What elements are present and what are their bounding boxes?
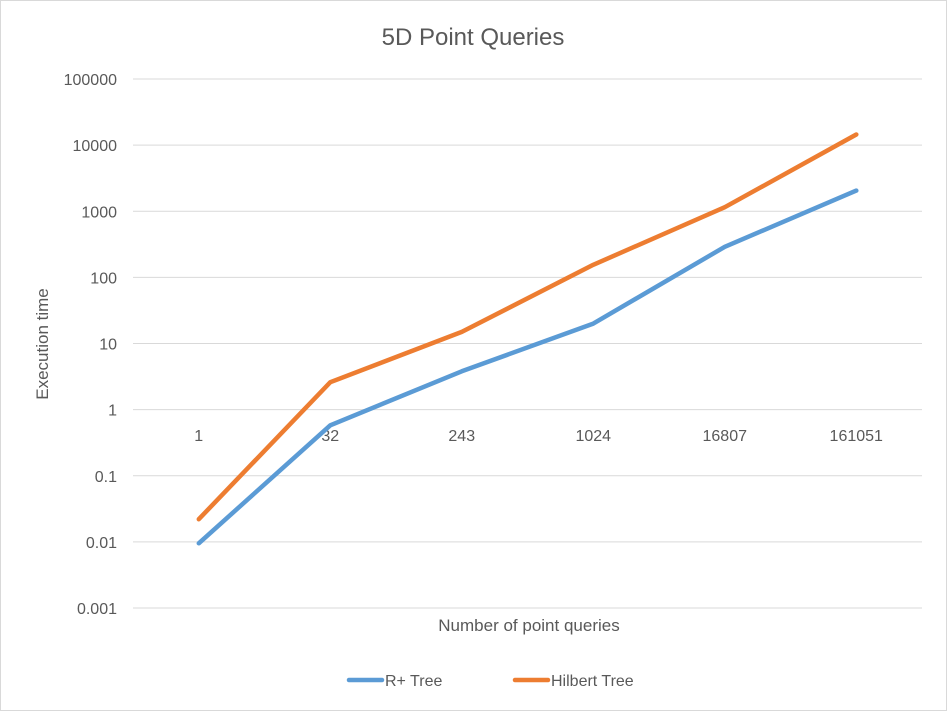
y-tick-label: 1: [108, 403, 117, 420]
gridlines: [133, 78, 922, 609]
x-tick-label: 1: [194, 428, 203, 445]
legend: R+ Tree Hilbert Tree: [346, 673, 634, 690]
y-tick-label: 100000: [64, 72, 117, 89]
y-tick-label: 100: [90, 270, 117, 287]
y-tick-label: 1000: [81, 204, 117, 221]
chart-title: 5D Point Queries: [382, 24, 565, 51]
y-axis-label: Execution time: [33, 288, 52, 400]
x-tick-label: 1024: [575, 428, 611, 445]
y-tick-labels: 0.001 0.01 0.1 1 10 100 1000 10000 100000: [64, 72, 117, 618]
x-axis-label: Number of point queries: [438, 616, 619, 635]
x-tick-label: 243: [448, 428, 475, 445]
y-tick-label: 10000: [73, 138, 118, 155]
legend-label: Hilbert Tree: [551, 673, 634, 690]
legend-label: R+ Tree: [385, 673, 442, 690]
x-tick-label: 16807: [703, 428, 748, 445]
x-tick-label: 161051: [830, 428, 883, 445]
y-tick-label: 0.01: [86, 535, 117, 552]
series-line-hilbert-tree: [196, 132, 859, 522]
x-tick-labels: 1 32 243 1024 16807 161051: [194, 428, 883, 445]
y-tick-label: 10: [99, 337, 117, 354]
series-line-r-tree: [196, 188, 859, 546]
y-tick-label: 0.001: [77, 601, 117, 618]
series-lines: [196, 132, 859, 546]
y-tick-label: 0.1: [95, 469, 117, 486]
